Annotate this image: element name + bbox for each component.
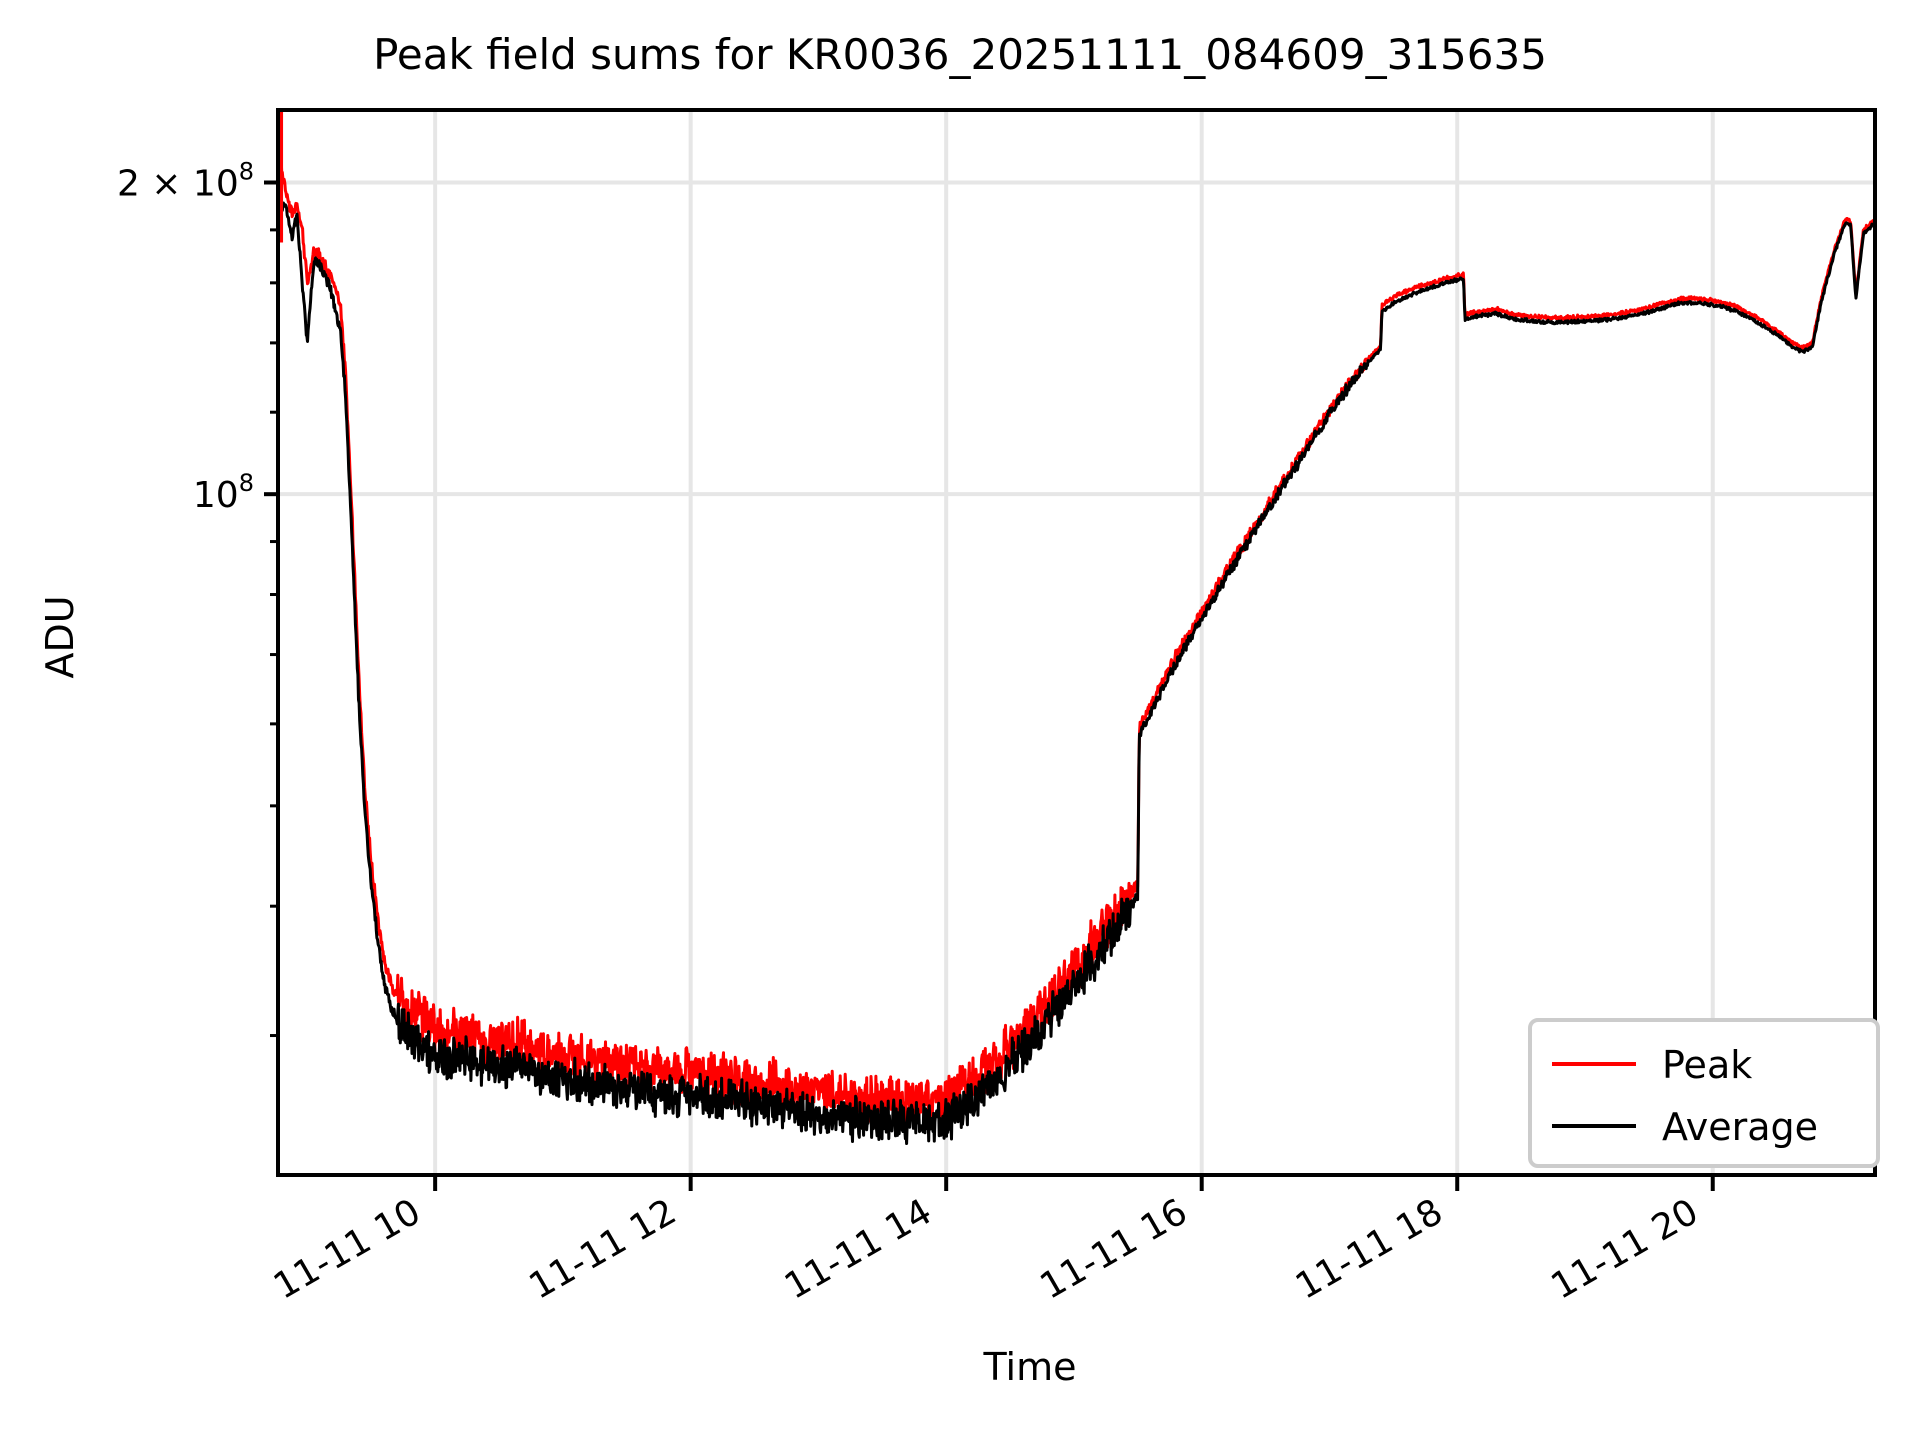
y-tick-label: 108 [193, 469, 254, 516]
x-axis-label: Time [983, 1345, 1077, 1389]
series-line-average [276, 188, 1877, 1145]
legend-label-peak[interactable]: Peak [1662, 1043, 1752, 1087]
x-axis-ticks: 11-11 10 11-11 12 11-11 14 11-11 16 11-11 18… [267, 1175, 1715, 1308]
legend-frame [1528, 1018, 1880, 1168]
axes-spines [276, 108, 1877, 1177]
legend-label-average[interactable]: Average [1662, 1105, 1818, 1149]
x-tick-label: 11-11 18 [1289, 1191, 1450, 1307]
x-tick-label: 11-11 12 [522, 1191, 683, 1307]
data-series-group [276, 110, 1877, 1145]
gridlines [278, 110, 1875, 1175]
x-tick-label: 11-11 16 [1034, 1191, 1195, 1307]
x-tick-label: 11-11 20 [1545, 1191, 1706, 1307]
legend[interactable]: Peak Average [1528, 1018, 1880, 1168]
x-tick-label: 11-11 10 [267, 1191, 428, 1307]
chart-title: Peak field sums for KR0036_20251111_0846… [373, 30, 1547, 79]
x-tick-label: 11-11 14 [778, 1191, 939, 1307]
y-tick-label: 2 × 108 [117, 158, 254, 205]
y-axis-ticks: 108 2 × 108 [117, 158, 278, 1038]
